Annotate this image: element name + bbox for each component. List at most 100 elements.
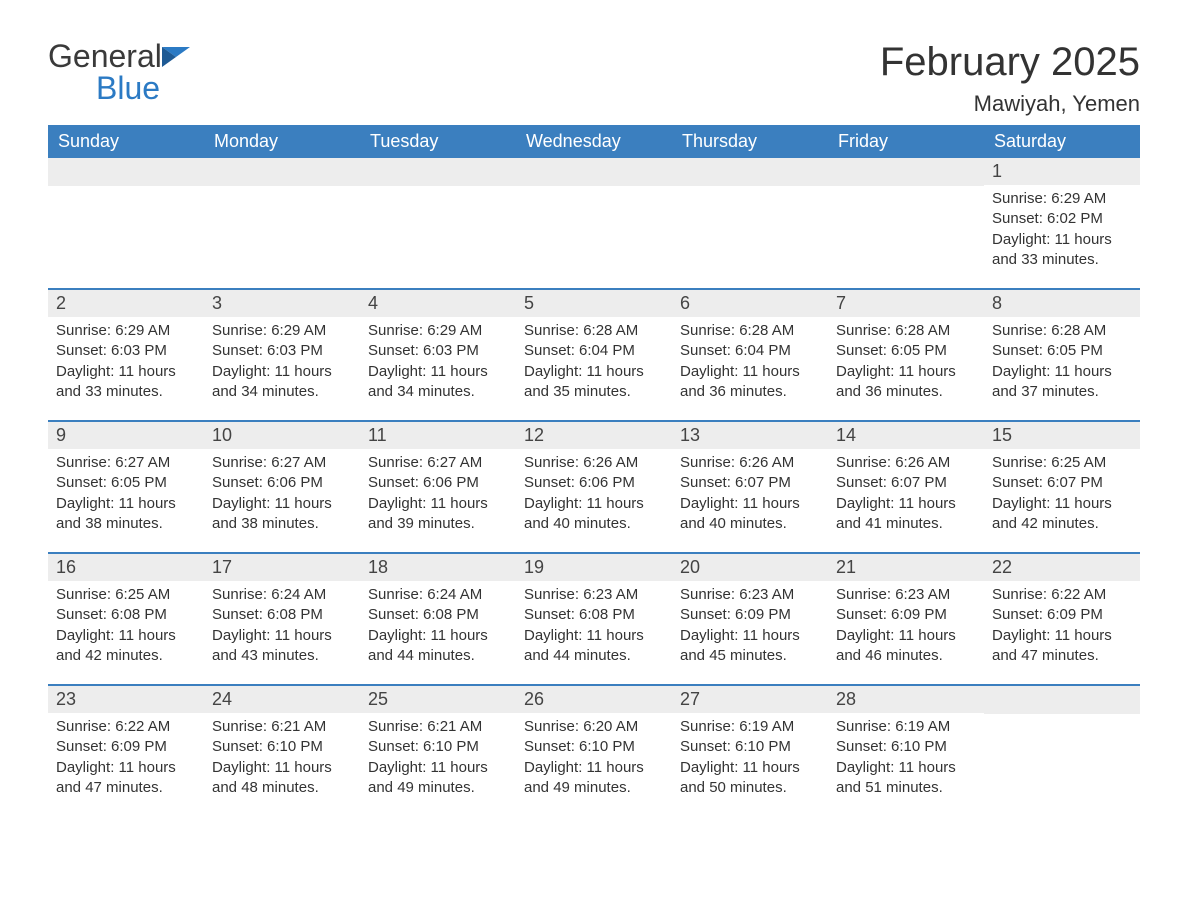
day-details: Sunrise: 6:28 AMSunset: 6:04 PMDaylight:…	[672, 317, 828, 414]
day-number: 15	[984, 422, 1140, 449]
detail-line: Sunset: 6:03 PM	[56, 341, 196, 361]
detail-line: and 46 minutes.	[836, 646, 976, 666]
detail-line: Sunset: 6:06 PM	[524, 473, 664, 493]
detail-line: Sunset: 6:02 PM	[992, 209, 1132, 229]
detail-line: and 51 minutes.	[836, 778, 976, 798]
day-number	[672, 158, 828, 186]
day-cell: 28Sunrise: 6:19 AMSunset: 6:10 PMDayligh…	[828, 686, 984, 816]
day-cell: 5Sunrise: 6:28 AMSunset: 6:04 PMDaylight…	[516, 290, 672, 420]
day-cell: 27Sunrise: 6:19 AMSunset: 6:10 PMDayligh…	[672, 686, 828, 816]
day-number	[204, 158, 360, 186]
day-details: Sunrise: 6:19 AMSunset: 6:10 PMDaylight:…	[828, 713, 984, 810]
day-details: Sunrise: 6:28 AMSunset: 6:04 PMDaylight:…	[516, 317, 672, 414]
detail-line: Sunset: 6:09 PM	[56, 737, 196, 757]
day-number: 20	[672, 554, 828, 581]
detail-line: Daylight: 11 hours	[992, 230, 1132, 250]
day-details: Sunrise: 6:23 AMSunset: 6:09 PMDaylight:…	[828, 581, 984, 678]
day-number: 19	[516, 554, 672, 581]
detail-line: Sunrise: 6:23 AM	[680, 585, 820, 605]
day-number: 6	[672, 290, 828, 317]
day-cell: 9Sunrise: 6:27 AMSunset: 6:05 PMDaylight…	[48, 422, 204, 552]
detail-line: Daylight: 11 hours	[368, 626, 508, 646]
detail-line: Sunrise: 6:29 AM	[212, 321, 352, 341]
logo-text-general: General	[48, 38, 162, 74]
detail-line: Sunrise: 6:21 AM	[212, 717, 352, 737]
detail-line: Sunset: 6:03 PM	[212, 341, 352, 361]
day-cell: 4Sunrise: 6:29 AMSunset: 6:03 PMDaylight…	[360, 290, 516, 420]
detail-line: and 44 minutes.	[524, 646, 664, 666]
day-cell: 14Sunrise: 6:26 AMSunset: 6:07 PMDayligh…	[828, 422, 984, 552]
day-number: 28	[828, 686, 984, 713]
detail-line: Daylight: 11 hours	[212, 494, 352, 514]
detail-line: Sunrise: 6:28 AM	[680, 321, 820, 341]
day-details: Sunrise: 6:22 AMSunset: 6:09 PMDaylight:…	[48, 713, 204, 810]
day-cell: 7Sunrise: 6:28 AMSunset: 6:05 PMDaylight…	[828, 290, 984, 420]
detail-line: Sunrise: 6:26 AM	[836, 453, 976, 473]
detail-line: Sunset: 6:04 PM	[680, 341, 820, 361]
day-cell: 24Sunrise: 6:21 AMSunset: 6:10 PMDayligh…	[204, 686, 360, 816]
detail-line: Sunrise: 6:26 AM	[680, 453, 820, 473]
detail-line: Daylight: 11 hours	[524, 626, 664, 646]
day-number	[984, 686, 1140, 714]
detail-line: Daylight: 11 hours	[212, 758, 352, 778]
day-cell	[204, 158, 360, 288]
day-number: 3	[204, 290, 360, 317]
day-cell: 20Sunrise: 6:23 AMSunset: 6:09 PMDayligh…	[672, 554, 828, 684]
day-cell: 1Sunrise: 6:29 AMSunset: 6:02 PMDaylight…	[984, 158, 1140, 288]
day-number: 5	[516, 290, 672, 317]
day-details: Sunrise: 6:23 AMSunset: 6:09 PMDaylight:…	[672, 581, 828, 678]
day-number: 11	[360, 422, 516, 449]
day-number: 27	[672, 686, 828, 713]
day-details: Sunrise: 6:27 AMSunset: 6:06 PMDaylight:…	[204, 449, 360, 546]
day-cell: 21Sunrise: 6:23 AMSunset: 6:09 PMDayligh…	[828, 554, 984, 684]
day-details: Sunrise: 6:23 AMSunset: 6:08 PMDaylight:…	[516, 581, 672, 678]
detail-line: Sunset: 6:07 PM	[992, 473, 1132, 493]
detail-line: Sunset: 6:09 PM	[680, 605, 820, 625]
detail-line: Sunset: 6:08 PM	[368, 605, 508, 625]
detail-line: and 40 minutes.	[524, 514, 664, 534]
detail-line: Daylight: 11 hours	[524, 362, 664, 382]
day-number: 14	[828, 422, 984, 449]
detail-line: and 36 minutes.	[680, 382, 820, 402]
day-details: Sunrise: 6:29 AMSunset: 6:03 PMDaylight:…	[48, 317, 204, 414]
day-number: 26	[516, 686, 672, 713]
day-details: Sunrise: 6:22 AMSunset: 6:09 PMDaylight:…	[984, 581, 1140, 678]
weekday-header-cell: Tuesday	[360, 125, 516, 158]
detail-line: Sunset: 6:10 PM	[212, 737, 352, 757]
detail-line: Sunrise: 6:23 AM	[836, 585, 976, 605]
detail-line: Daylight: 11 hours	[524, 494, 664, 514]
detail-line: Daylight: 11 hours	[212, 362, 352, 382]
detail-line: Sunrise: 6:27 AM	[212, 453, 352, 473]
day-cell: 2Sunrise: 6:29 AMSunset: 6:03 PMDaylight…	[48, 290, 204, 420]
week-row: 23Sunrise: 6:22 AMSunset: 6:09 PMDayligh…	[48, 684, 1140, 816]
day-cell: 17Sunrise: 6:24 AMSunset: 6:08 PMDayligh…	[204, 554, 360, 684]
detail-line: and 49 minutes.	[524, 778, 664, 798]
day-cell: 23Sunrise: 6:22 AMSunset: 6:09 PMDayligh…	[48, 686, 204, 816]
detail-line: Daylight: 11 hours	[56, 758, 196, 778]
detail-line: Sunrise: 6:19 AM	[680, 717, 820, 737]
detail-line: Daylight: 11 hours	[680, 362, 820, 382]
detail-line: Sunrise: 6:20 AM	[524, 717, 664, 737]
day-number: 16	[48, 554, 204, 581]
detail-line: Daylight: 11 hours	[524, 758, 664, 778]
week-row: 1Sunrise: 6:29 AMSunset: 6:02 PMDaylight…	[48, 158, 1140, 288]
title-block: February 2025 Mawiyah, Yemen	[880, 40, 1140, 117]
detail-line: Daylight: 11 hours	[836, 362, 976, 382]
detail-line: and 38 minutes.	[212, 514, 352, 534]
day-details: Sunrise: 6:24 AMSunset: 6:08 PMDaylight:…	[204, 581, 360, 678]
day-details: Sunrise: 6:26 AMSunset: 6:07 PMDaylight:…	[672, 449, 828, 546]
day-details: Sunrise: 6:29 AMSunset: 6:03 PMDaylight:…	[360, 317, 516, 414]
day-number: 21	[828, 554, 984, 581]
day-details: Sunrise: 6:25 AMSunset: 6:08 PMDaylight:…	[48, 581, 204, 678]
detail-line: Sunset: 6:05 PM	[836, 341, 976, 361]
detail-line: Sunrise: 6:26 AM	[524, 453, 664, 473]
day-number: 25	[360, 686, 516, 713]
day-details: Sunrise: 6:24 AMSunset: 6:08 PMDaylight:…	[360, 581, 516, 678]
day-cell: 12Sunrise: 6:26 AMSunset: 6:06 PMDayligh…	[516, 422, 672, 552]
weekday-header-cell: Sunday	[48, 125, 204, 158]
day-number: 2	[48, 290, 204, 317]
detail-line: Daylight: 11 hours	[680, 494, 820, 514]
detail-line: Sunrise: 6:24 AM	[368, 585, 508, 605]
weekday-header-row: SundayMondayTuesdayWednesdayThursdayFrid…	[48, 125, 1140, 158]
detail-line: Sunrise: 6:24 AM	[212, 585, 352, 605]
